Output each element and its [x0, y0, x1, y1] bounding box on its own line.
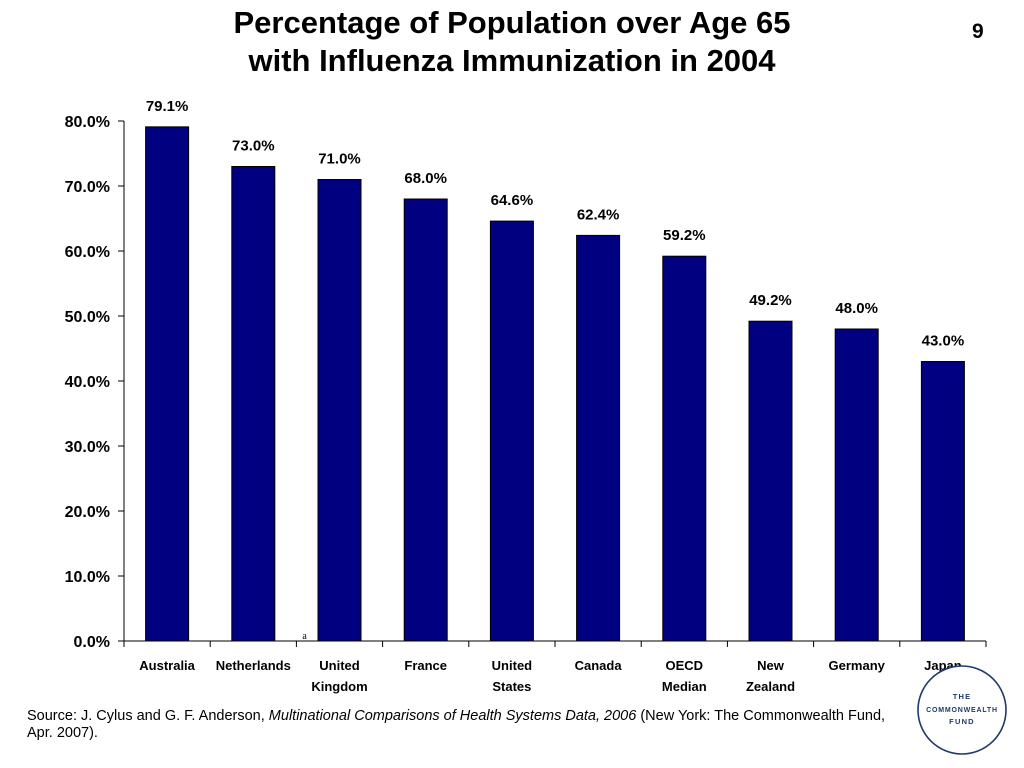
logo-line-1: THE [953, 692, 972, 701]
commonwealth-fund-logo: THE COMMONWEALTH FUND [917, 665, 1007, 755]
bar [662, 255, 707, 642]
x-category-label: OECD [666, 658, 704, 673]
data-label: 79.1% [146, 98, 189, 115]
y-tick-label: 20.0% [65, 504, 110, 521]
bar [834, 328, 879, 642]
bar [748, 320, 793, 642]
x-category-label: Median [662, 679, 707, 694]
x-category-label: Germany [829, 658, 886, 673]
bar [489, 220, 534, 642]
bar-chart: 0.0% 10.0% 20.0% 30.0% 40.0% 50.0% 60.0% 70.0% 8… [65, 98, 987, 694]
y-tick-label: 50.0% [65, 309, 110, 326]
slide-title-line-1: Percentage of Population over Age 65 [233, 5, 791, 40]
logo-line-2: COMMONWEALTH [926, 707, 998, 714]
data-label: 59.2% [663, 227, 706, 244]
slide-number: 9 [972, 20, 984, 43]
source-prefix: Source: J. Cylus and G. F. Anderson, [27, 708, 269, 724]
bar [576, 234, 621, 642]
data-label: 43.0% [922, 333, 965, 350]
data-label: 71.0% [318, 151, 361, 168]
bar [145, 126, 190, 642]
data-label: 68.0% [404, 170, 447, 187]
footnote-marker: a [302, 631, 307, 642]
source-suffix: (New York: The Commonwealth Fund, Apr. 2… [27, 708, 886, 741]
bar [920, 361, 965, 642]
bar [403, 198, 448, 642]
y-tick-label: 0.0% [74, 634, 110, 651]
logo-line-3: FUND [949, 717, 975, 726]
source-note: Source: J. Cylus and G. F. Anderson, Mul… [27, 708, 887, 742]
x-category-label: Netherlands [216, 658, 291, 673]
x-category-label: Kingdom [311, 679, 367, 694]
bar [231, 166, 276, 642]
y-tick-label: 60.0% [65, 244, 110, 261]
source-title: Multinational Comparisons of Health Syst… [268, 708, 637, 724]
slide-title: Percentage of Population over Age 65 wit… [0, 4, 1024, 80]
x-category-label: Canada [575, 658, 623, 673]
data-label: 62.4% [577, 206, 620, 223]
x-category-label: Australia [139, 658, 195, 673]
x-category-label: United [319, 658, 360, 673]
slide-title-line-2: with Influenza Immunization in 2004 [248, 43, 776, 78]
x-category-label: Zealand [746, 679, 795, 694]
bar [317, 179, 362, 642]
y-tick-label: 70.0% [65, 179, 110, 196]
data-label: 49.2% [749, 292, 792, 309]
data-label: 48.0% [835, 300, 878, 317]
y-tick-label: 40.0% [65, 374, 110, 391]
x-category-label: France [404, 658, 447, 673]
x-category-label: New [757, 658, 785, 673]
x-category-label: United [492, 658, 533, 673]
x-category-label: States [492, 679, 531, 694]
data-label: 64.6% [491, 192, 534, 209]
y-tick-label: 80.0% [65, 114, 110, 131]
y-tick-label: 30.0% [65, 439, 110, 456]
y-tick-label: 10.0% [65, 569, 110, 586]
data-label: 73.0% [232, 138, 275, 155]
